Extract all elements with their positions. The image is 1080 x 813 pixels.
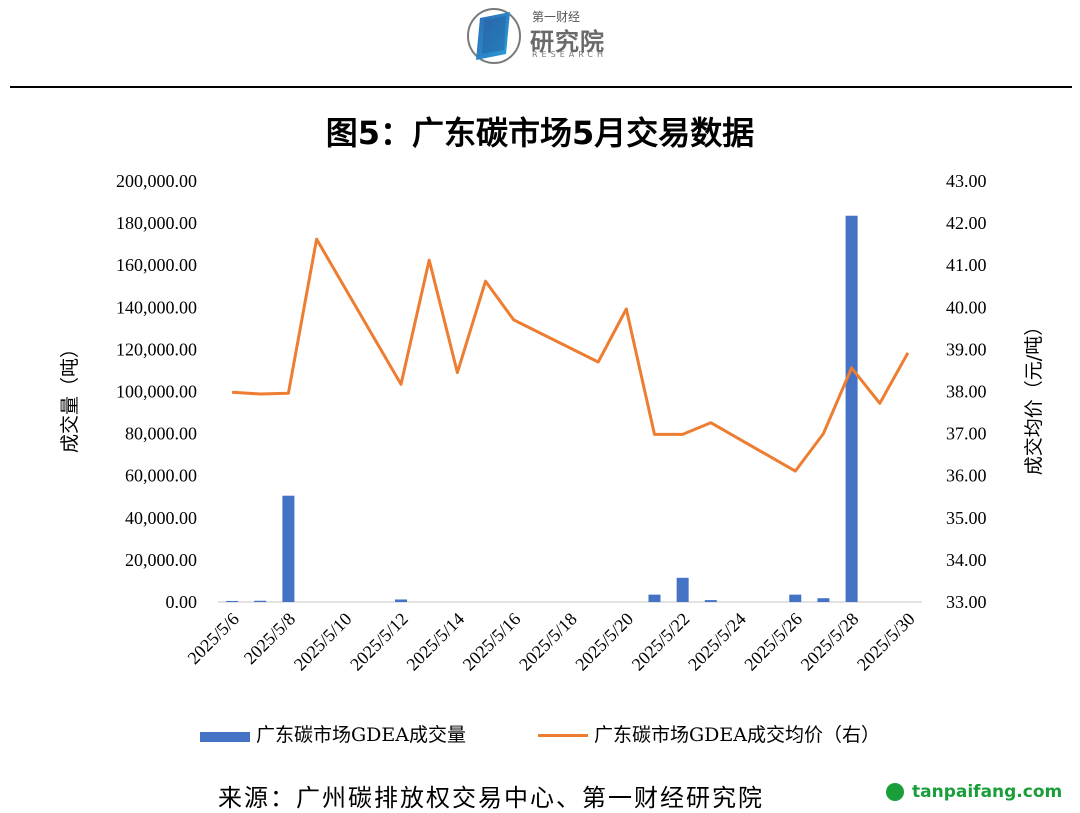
research-logo-icon: [467, 8, 521, 64]
right-tick-label: 37.00: [946, 424, 987, 444]
right-axis-label: 成交均价（元/吨）: [1023, 317, 1045, 475]
volume-bar: [648, 594, 661, 602]
logo-sub-text: RESEARCH: [532, 50, 607, 59]
left-axis-ticks: 0.00 20,000.00 40,000.00 60,000.00 80,000.00…: [116, 171, 197, 612]
x-tick-label: 2025/5/24: [684, 609, 750, 675]
header-divider: [10, 86, 1072, 88]
bar-series: [226, 215, 858, 603]
left-tick-label: 100,000.00: [116, 382, 197, 402]
right-tick-label: 33.00: [946, 592, 987, 612]
x-tick-label: 2025/5/6: [184, 609, 243, 668]
volume-bar: [845, 215, 858, 603]
left-tick-label: 40,000.00: [125, 508, 197, 528]
right-tick-label: 43.00: [946, 171, 987, 191]
right-tick-label: 38.00: [946, 382, 987, 402]
left-tick-label: 160,000.00: [116, 255, 197, 275]
volume-bar: [676, 577, 689, 602]
price-line: [232, 237, 910, 473]
logo-main-text: 研究院: [530, 28, 605, 56]
leaf-icon: [886, 783, 904, 801]
legend-bar-label: 广东碳市场GDEA成交量: [256, 724, 467, 746]
volume-bar: [789, 594, 802, 602]
right-tick-label: 39.00: [946, 339, 987, 359]
x-axis-ticks: 2025/5/62025/5/82025/5/102025/5/122025/5…: [184, 609, 919, 675]
x-tick-label: 2025/5/20: [571, 609, 637, 675]
right-tick-label: 41.00: [946, 255, 987, 275]
right-axis-ticks: 33.00 34.00 35.00 36.00 37.00 38.00 39.00 40.00…: [946, 171, 987, 612]
watermark: tanpaifang.com: [886, 782, 1062, 802]
x-tick-label: 2025/5/16: [459, 609, 525, 675]
right-tick-label: 40.00: [946, 297, 987, 317]
left-tick-label: 120,000.00: [116, 339, 197, 359]
report-header: 第一财经 研究院 RESEARCH: [0, 0, 1080, 88]
chart-legend: 广东碳市场GDEA成交量 广东碳市场GDEA成交均价（右）: [0, 722, 1080, 752]
left-tick-label: 20,000.00: [125, 550, 197, 570]
left-tick-label: 60,000.00: [125, 466, 197, 486]
left-tick-label: 180,000.00: [116, 213, 197, 233]
x-tick-label: 2025/5/26: [740, 609, 806, 675]
legend-line-swatch: [538, 734, 588, 737]
left-axis-label: 成交量（吨）: [59, 339, 81, 453]
legend-line-label: 广东碳市场GDEA成交均价（右）: [594, 724, 881, 746]
volume-bar: [704, 600, 717, 602]
x-tick-label: 2025/5/28: [797, 609, 863, 675]
volume-bar: [254, 600, 267, 602]
left-tick-label: 80,000.00: [125, 424, 197, 444]
legend-bar-swatch: [200, 732, 250, 742]
x-tick-label: 2025/5/30: [853, 609, 919, 675]
volume-bar: [817, 598, 830, 602]
left-tick-label: 140,000.00: [116, 297, 197, 317]
left-tick-label: 200,000.00: [116, 171, 197, 191]
x-tick-label: 2025/5/14: [402, 609, 468, 675]
right-tick-label: 34.00: [946, 550, 987, 570]
volume-bar: [395, 599, 408, 602]
x-tick-label: 2025/5/12: [346, 609, 412, 675]
source-note: 来源：广州碳排放权交易中心、第一财经研究院: [218, 784, 764, 812]
chart-title: 图5：广东碳市场5月交易数据: [325, 114, 755, 152]
x-tick-label: 2025/5/10: [290, 609, 356, 675]
right-tick-label: 42.00: [946, 213, 987, 233]
volume-bar: [226, 600, 239, 602]
volume-bar: [282, 495, 295, 602]
right-tick-label: 36.00: [946, 466, 987, 486]
logo-top-text: 第一财经: [532, 10, 581, 24]
x-tick-label: 2025/5/18: [515, 609, 581, 675]
right-tick-label: 35.00: [946, 508, 987, 528]
line-series: [232, 237, 910, 473]
x-tick-label: 2025/5/22: [628, 609, 694, 675]
watermark-text: tanpaifang.com: [912, 782, 1063, 802]
left-tick-label: 0.00: [166, 592, 198, 612]
